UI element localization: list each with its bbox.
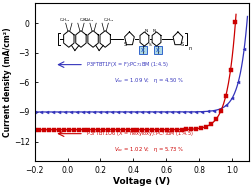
Y-axis label: Current density (mA/cm²): Current density (mA/cm²) [4,28,12,137]
Text: P3FTBT1O6 (X = hexyloxy):PC$_{71}$BM (1:4.5): P3FTBT1O6 (X = hexyloxy):PC$_{71}$BM (1:… [86,129,194,138]
X-axis label: Voltage (V): Voltage (V) [113,177,170,186]
Text: P3FTBT1F(X = F):PC$_{71}$BM (1:4.5): P3FTBT1F(X = F):PC$_{71}$BM (1:4.5) [86,60,168,69]
Text: $V_{oc}$ = 1.09 V;   η = 4.50 %: $V_{oc}$ = 1.09 V; η = 4.50 % [114,76,184,85]
Text: $V_{oc}$ = 1.02 V;   η = 5.73 %: $V_{oc}$ = 1.02 V; η = 5.73 % [114,145,184,154]
